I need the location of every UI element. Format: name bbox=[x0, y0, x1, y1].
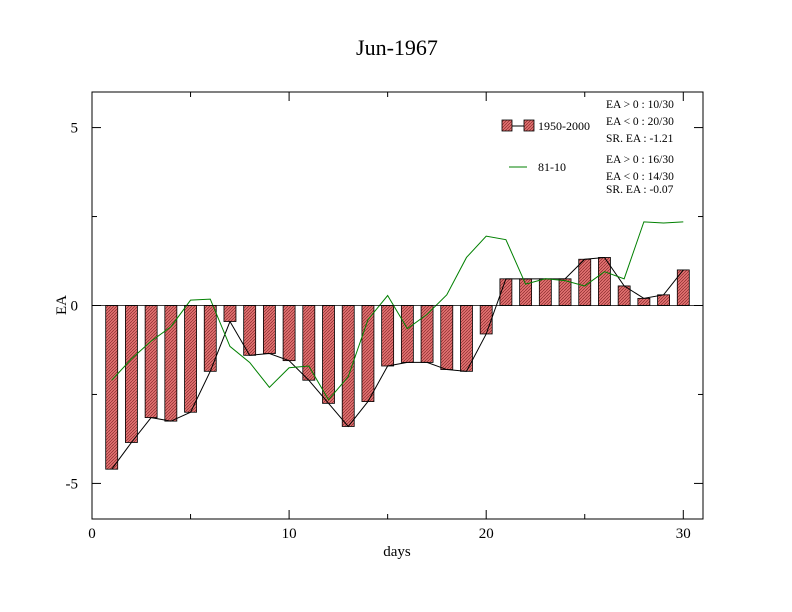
stat-81-10-negative: EA < 0 : 14/30 bbox=[606, 171, 674, 183]
bar-day-15 bbox=[381, 305, 395, 367]
x-tick-label: 20 bbox=[479, 526, 494, 542]
legend: 1950-2000 81-10 EA > 0 : 10/30 EA < 0 : … bbox=[501, 99, 674, 196]
x-tick-label: 10 bbox=[282, 526, 297, 542]
bar-day-5 bbox=[184, 305, 197, 413]
x-tick-label: 30 bbox=[676, 526, 691, 542]
bar-day-4 bbox=[164, 305, 178, 422]
y-tick-label: 0 bbox=[71, 299, 79, 315]
bar-day-21 bbox=[499, 278, 513, 306]
bar-day-20 bbox=[479, 305, 493, 335]
bar-day-16 bbox=[400, 305, 414, 363]
y-tick-label: -5 bbox=[66, 476, 79, 492]
x-axis-label: days bbox=[383, 544, 411, 560]
stat-1950-2000-sr: SR. EA : -1.21 bbox=[606, 133, 674, 145]
bar-day-1 bbox=[105, 305, 119, 470]
bar-day-29 bbox=[657, 294, 670, 306]
bar-day-10 bbox=[282, 305, 296, 362]
bar-day-11 bbox=[302, 305, 316, 381]
bar-day-12 bbox=[322, 305, 335, 404]
series-81-10-line bbox=[111, 221, 684, 401]
y-tick-label: 5 bbox=[71, 121, 79, 137]
stat-81-10-positive: EA > 0 : 16/30 bbox=[606, 154, 674, 166]
bars-layer bbox=[105, 257, 690, 470]
bar-day-3 bbox=[144, 305, 158, 418]
bar-day-26 bbox=[598, 257, 611, 306]
bar-connector-layer bbox=[111, 256, 684, 470]
series-line-layer bbox=[111, 221, 684, 401]
bar-day-28 bbox=[637, 297, 651, 306]
legend-bar-swatch-left bbox=[501, 119, 513, 132]
x-tick-label: 0 bbox=[88, 526, 96, 542]
bar-day-2 bbox=[125, 305, 138, 443]
bar-day-18 bbox=[440, 305, 454, 370]
bar-day-19 bbox=[460, 305, 473, 372]
chart-title: Jun-1967 bbox=[356, 35, 438, 60]
stat-1950-2000-positive: EA > 0 : 10/30 bbox=[606, 99, 674, 111]
ticks-layer: -5 0 5 0 10 20 30 bbox=[66, 92, 703, 542]
legend-bar-swatch-right bbox=[523, 119, 535, 132]
series-1950-2000-connector bbox=[111, 256, 684, 470]
stat-81-10-sr: SR. EA : -0.07 bbox=[606, 184, 674, 196]
bar-day-9 bbox=[262, 305, 276, 354]
stat-1950-2000-negative: EA < 0 : 20/30 bbox=[606, 116, 674, 128]
bar-day-23 bbox=[538, 278, 552, 306]
bar-day-24 bbox=[558, 278, 572, 306]
legend-label-81-10: 81-10 bbox=[538, 160, 566, 174]
bar-day-7 bbox=[223, 305, 237, 322]
legend-label-1950-2000: 1950-2000 bbox=[538, 119, 590, 133]
y-axis-label: EA bbox=[54, 295, 70, 315]
